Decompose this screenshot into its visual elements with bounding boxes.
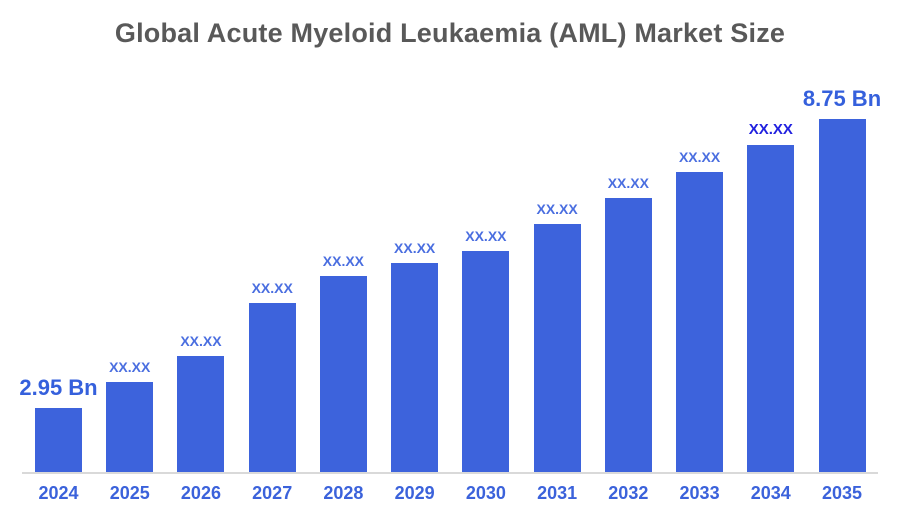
bar-value-label-2035: 8.75 Bn	[802, 86, 882, 111]
bar-value-label-2029: XX.XX	[394, 240, 436, 256]
chart-title: Global Acute Myeloid Leukaemia (AML) Mar…	[114, 18, 786, 48]
bar-value-label-2032: XX.XX	[607, 175, 649, 191]
x-tick-label-2028: 2028	[323, 483, 364, 503]
bar-2034	[747, 145, 795, 472]
bar-value-label-2025: XX.XX	[109, 359, 151, 375]
x-tick-label-2027: 2027	[252, 483, 293, 503]
bar-value-label-2034: XX.XX	[748, 121, 793, 138]
bar-value-label-2033: XX.XX	[678, 149, 721, 165]
x-tick-label-2029: 2029	[394, 483, 435, 503]
bar-2024	[35, 408, 82, 472]
bar-2026	[177, 356, 225, 472]
bar-2027	[248, 303, 296, 472]
x-axis-line	[22, 472, 878, 474]
bar-2029	[391, 263, 439, 472]
bar-value-label-2024: 2.95 Bn	[19, 375, 98, 400]
bar-2025	[106, 382, 154, 472]
x-tick-label-2025: 2025	[109, 483, 150, 503]
x-tick-label-2026: 2026	[180, 483, 221, 503]
x-tick-label-2035: 2035	[821, 483, 863, 503]
bar-2028	[319, 276, 367, 472]
x-tick-label-2030: 2030	[465, 483, 506, 503]
bar-value-label-2027: XX.XX	[251, 280, 293, 296]
x-tick-label-2031: 2031	[537, 483, 578, 503]
bar-value-label-2028: XX.XX	[322, 253, 365, 269]
x-tick-label-2033: 2033	[679, 483, 720, 503]
bar-2030	[462, 251, 510, 472]
bar-2031	[533, 224, 581, 472]
bar-2035	[818, 119, 866, 472]
bar-value-label-2031: XX.XX	[536, 201, 578, 217]
bar-value-label-2026: XX.XX	[180, 333, 222, 349]
bar-2032	[604, 198, 652, 472]
bar-value-label-2030: XX.XX	[465, 228, 507, 244]
x-tick-label-2024: 2024	[38, 483, 79, 503]
bar-2033	[676, 172, 724, 472]
x-tick-label-2032: 2032	[608, 483, 649, 503]
x-tick-label-2034: 2034	[750, 483, 791, 503]
